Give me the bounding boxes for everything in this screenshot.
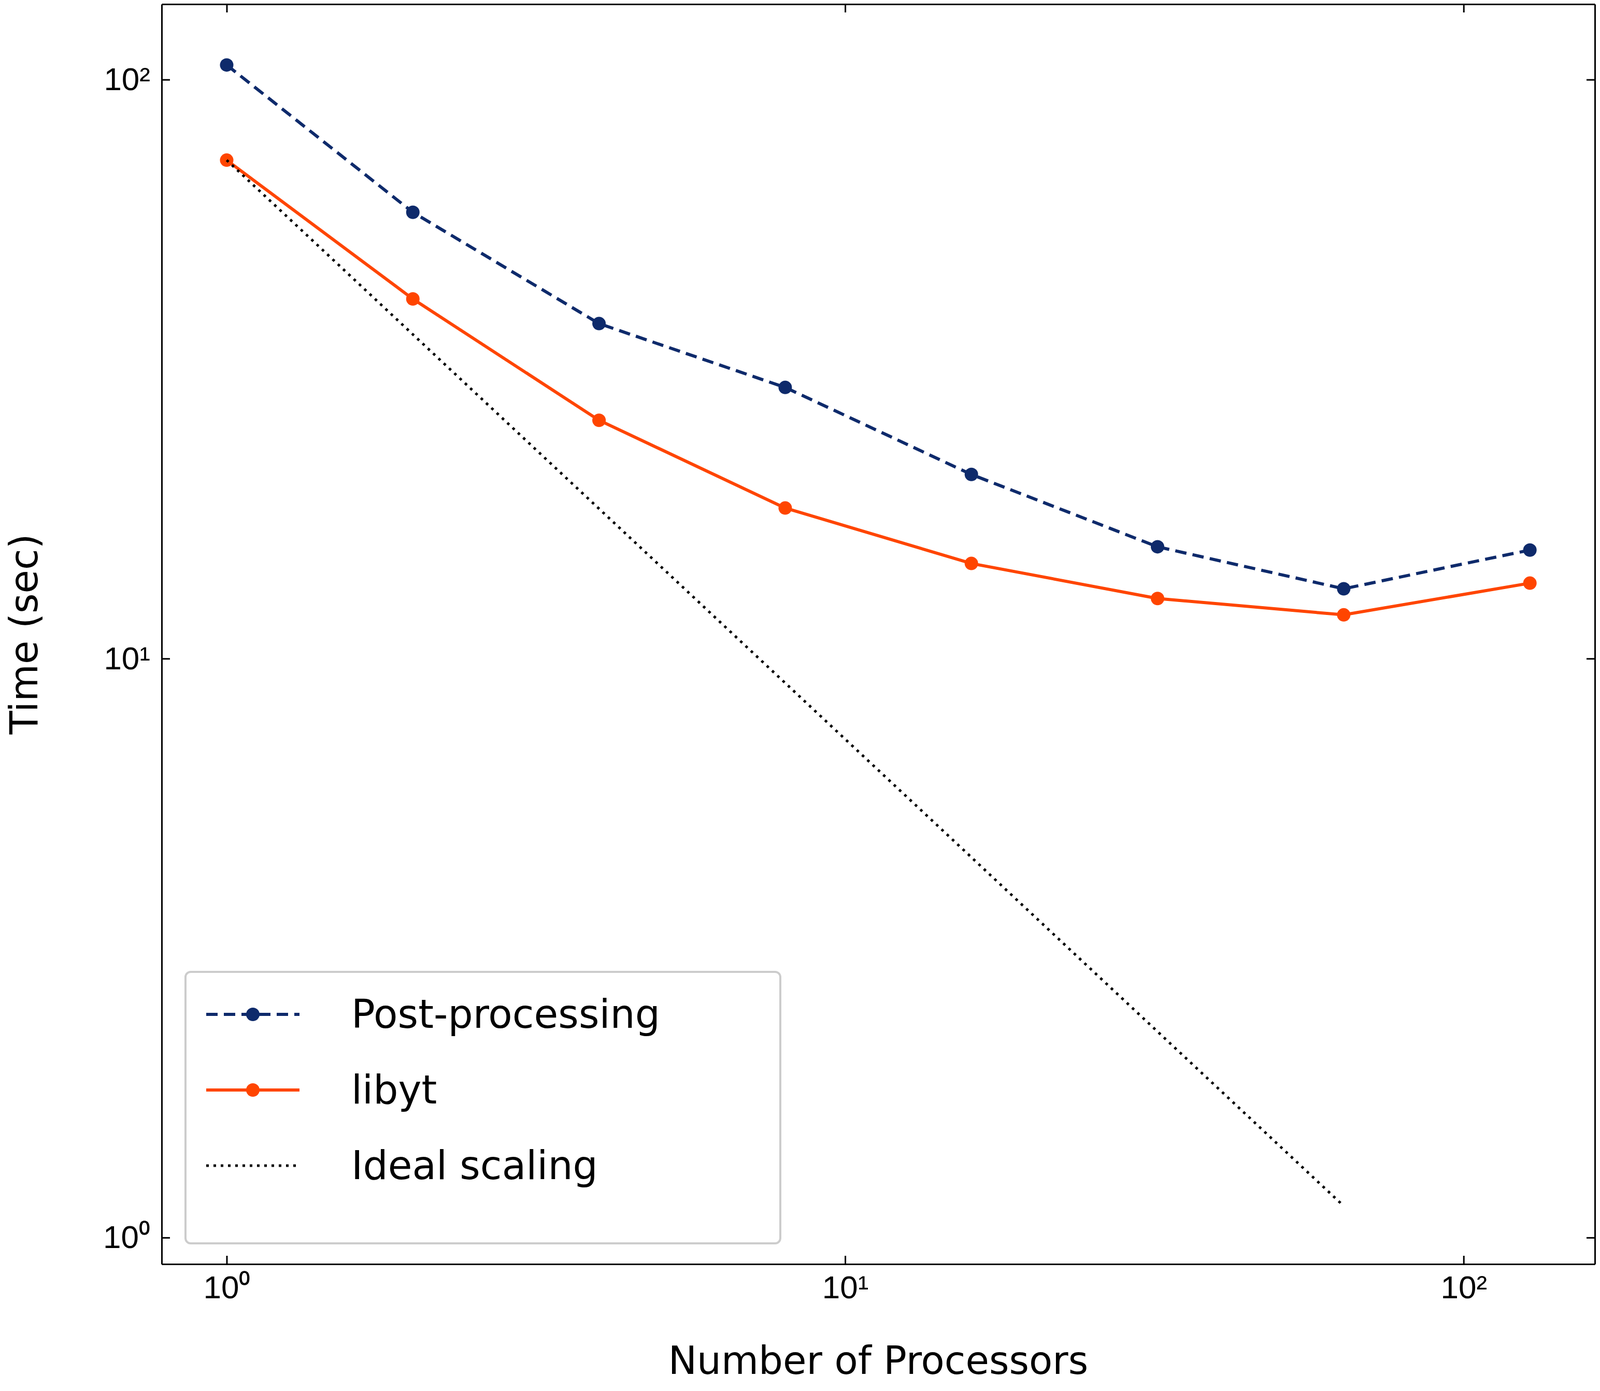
chart: 10⁰ 10¹ 10² 10⁰ 10¹ 10² Number of Processors Ti… bbox=[0, 0, 1600, 1391]
axis-line bbox=[162, 3, 1596, 6]
tick bbox=[1586, 79, 1595, 81]
tick-label: 10² bbox=[103, 61, 151, 97]
tick-mark bbox=[225, 1255, 228, 1265]
marker bbox=[1336, 582, 1351, 596]
y-axis-title: Time (sec) bbox=[1, 533, 47, 735]
tick-label: 10¹ bbox=[822, 1269, 869, 1306]
tick-mark bbox=[1463, 4, 1465, 13]
tick: 10² bbox=[103, 61, 170, 97]
axis-line bbox=[161, 4, 163, 1265]
tick: 10⁰ bbox=[103, 1219, 170, 1255]
tick-mark bbox=[1586, 658, 1595, 660]
tick-mark bbox=[844, 4, 847, 13]
legend: Post-processing libyt Ideal scaling bbox=[185, 972, 781, 1244]
tick-mark bbox=[1586, 79, 1595, 81]
tick-mark bbox=[161, 658, 170, 660]
tick-label: 10² bbox=[1440, 1269, 1488, 1306]
legend-swatch bbox=[206, 1164, 300, 1168]
marker bbox=[1150, 591, 1165, 606]
marker bbox=[592, 317, 606, 331]
tick-label: 10⁰ bbox=[203, 1269, 251, 1306]
tick: 10¹ bbox=[822, 1255, 869, 1306]
x-axis: 10⁰ 10¹ 10² bbox=[162, 1255, 1596, 1306]
y-axis-right bbox=[1586, 4, 1596, 1265]
tick-label: 10⁰ bbox=[103, 1219, 151, 1255]
legend-marker bbox=[246, 1083, 260, 1097]
tick-mark bbox=[844, 1255, 847, 1265]
legend-box bbox=[185, 972, 781, 1244]
series-line bbox=[226, 160, 1530, 616]
tick bbox=[1463, 4, 1465, 13]
legend-label: libyt bbox=[351, 1066, 437, 1113]
x-axis-title: Number of Processors bbox=[668, 1338, 1089, 1383]
marker bbox=[778, 380, 792, 395]
y-axis: 10⁰ 10¹ 10² bbox=[103, 4, 170, 1265]
marker bbox=[964, 556, 979, 571]
tick: 10⁰ bbox=[203, 1255, 251, 1306]
tick bbox=[1586, 658, 1595, 660]
axis-line bbox=[1594, 4, 1596, 1265]
tick: 10¹ bbox=[103, 640, 170, 677]
marker bbox=[778, 501, 792, 516]
marker bbox=[1150, 539, 1165, 554]
tick: 10² bbox=[1440, 1255, 1488, 1306]
legend-label: Post-processing bbox=[351, 991, 661, 1038]
tick-mark bbox=[1586, 1237, 1595, 1239]
axis-line bbox=[162, 1263, 1596, 1266]
x-axis-top bbox=[162, 4, 1596, 13]
tick bbox=[845, 4, 846, 13]
marker bbox=[219, 58, 234, 72]
marker bbox=[406, 292, 420, 306]
legend-label: Ideal scaling bbox=[351, 1142, 598, 1189]
plot-area bbox=[219, 58, 1537, 1206]
tick-label: 10¹ bbox=[103, 640, 151, 677]
marker bbox=[1523, 576, 1537, 591]
series-line bbox=[226, 64, 1530, 589]
tick bbox=[1586, 1237, 1595, 1239]
marker bbox=[964, 467, 979, 482]
marker bbox=[1523, 543, 1537, 557]
tick-mark bbox=[161, 79, 170, 81]
tick-mark bbox=[225, 4, 228, 13]
legend-marker bbox=[246, 1007, 260, 1022]
tick bbox=[226, 4, 227, 13]
tick-mark bbox=[1463, 1255, 1465, 1265]
marker bbox=[592, 413, 606, 427]
marker bbox=[406, 205, 420, 220]
marker bbox=[1336, 608, 1351, 622]
tick-mark bbox=[161, 1237, 170, 1239]
